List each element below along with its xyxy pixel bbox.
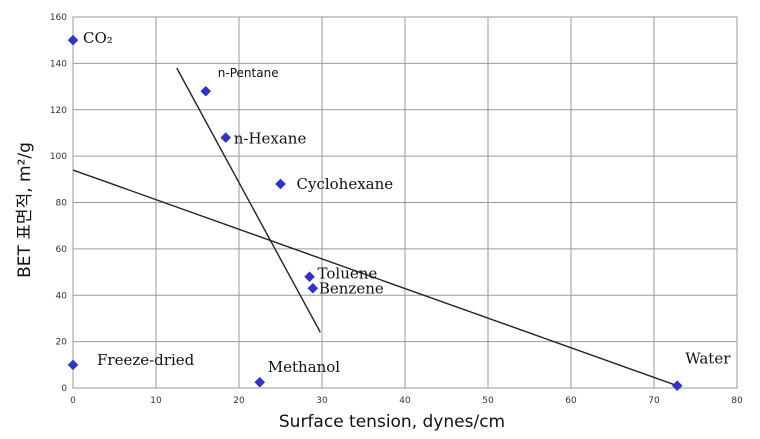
y-tick-label: 160	[50, 13, 67, 23]
trend-lines	[72, 67, 678, 387]
data-point	[200, 85, 212, 97]
data-point	[67, 34, 79, 46]
y-tick-label: 20	[56, 338, 68, 348]
x-tick-label: 50	[482, 396, 494, 406]
tick-labels: 0 10 20 30 40 50 60 70 80 0 20 40 60 80 100 120 140 160	[50, 13, 743, 406]
y-axis-label: BET 표면적, m²/g	[15, 142, 35, 278]
y-tick-label: 0	[61, 384, 67, 394]
point-labels: CO₂ n-Pentane n-Hexane Cyclohexane TolueneBe…	[83, 29, 731, 376]
point-label: Methanol	[268, 358, 341, 376]
data-point	[254, 376, 266, 388]
grid	[72, 16, 738, 389]
x-tick-label: 0	[70, 396, 76, 406]
y-tick-label: 140	[50, 59, 67, 69]
point-label: Water	[685, 350, 731, 368]
y-tick-label: 100	[50, 152, 67, 162]
y-tick-label: 40	[56, 291, 68, 301]
x-tick-label: 40	[399, 396, 411, 406]
point-label: n-Hexane	[234, 130, 307, 148]
data-point	[304, 271, 315, 283]
x-tick-label: 80	[731, 396, 743, 406]
y-tick-label: 80	[56, 199, 68, 209]
x-tick-label: 60	[565, 396, 577, 406]
x-tick-label: 20	[233, 396, 245, 406]
x-tick-label: 70	[648, 396, 660, 406]
data-point	[307, 282, 319, 294]
point-label: Freeze-dried	[97, 351, 195, 369]
x-tick-label: 30	[316, 396, 328, 406]
trend-line	[176, 67, 321, 333]
point-label: n-Pentane	[218, 66, 279, 80]
point-label: Toluene	[318, 265, 378, 283]
trend-line	[72, 169, 678, 387]
point-label: Benzene	[319, 279, 384, 297]
data-point	[67, 359, 79, 371]
data-points	[67, 34, 683, 392]
x-tick-label: 10	[150, 396, 162, 406]
data-point	[671, 380, 683, 392]
data-point	[275, 178, 286, 190]
y-tick-label: 120	[50, 106, 67, 116]
y-tick-label: 60	[56, 245, 68, 255]
point-label: Cyclohexane	[297, 175, 394, 193]
x-axis-label: Surface tension, dynes/cm	[279, 412, 505, 432]
data-point	[220, 132, 232, 143]
point-label: CO₂	[83, 29, 113, 47]
